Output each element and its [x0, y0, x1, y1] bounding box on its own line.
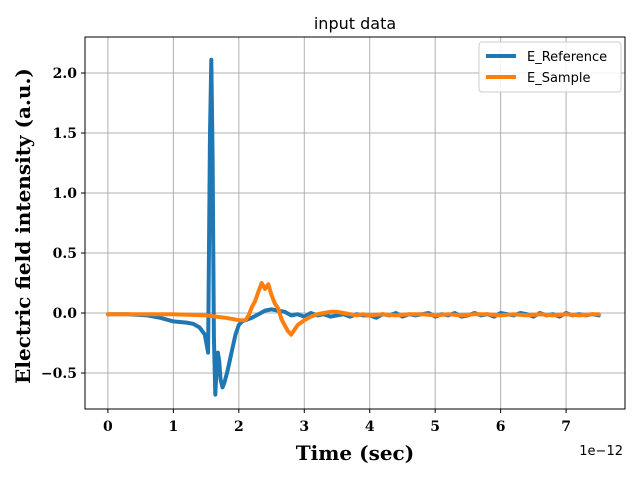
- y-tick-label: −0.5: [41, 366, 77, 382]
- y-tick-label: 2.0: [53, 66, 78, 82]
- x-tick-label: 4: [365, 419, 375, 435]
- y-tick-label: 1.5: [53, 126, 77, 142]
- legend-label-e-reference: E_Reference: [527, 50, 607, 65]
- x-tick-label: 0: [103, 419, 113, 435]
- x-tick-label: 6: [496, 419, 506, 435]
- y-tick-label: 0.0: [53, 306, 78, 322]
- y-axis-title: Electric field intensity (a.u.): [11, 68, 35, 384]
- y-tick-label: 1.0: [53, 186, 78, 202]
- y-tick-label: 0.5: [53, 246, 77, 262]
- x-axis-title: Time (sec): [296, 441, 414, 465]
- ticks: 0 1 2 3 4 5 6 7 −0.5 0.0 0.5 1.0 1.5 2.0: [41, 66, 571, 435]
- x-tick-label: 7: [561, 419, 571, 435]
- legend: E_Reference E_Sample: [478, 41, 622, 93]
- series-group: [105, 57, 601, 397]
- x-tick-label: 1: [168, 419, 178, 435]
- legend-label-e-sample: E_Sample: [527, 71, 590, 86]
- x-tick-label: 3: [299, 419, 309, 435]
- x-tick-label: 5: [430, 419, 440, 435]
- x-tick-label: 2: [234, 419, 244, 435]
- series-line-e-sample: [105, 281, 601, 337]
- x-axis-offset-label: 1e−12: [579, 444, 623, 459]
- chart-title: input data: [314, 14, 396, 33]
- plot-frame: [84, 36, 626, 410]
